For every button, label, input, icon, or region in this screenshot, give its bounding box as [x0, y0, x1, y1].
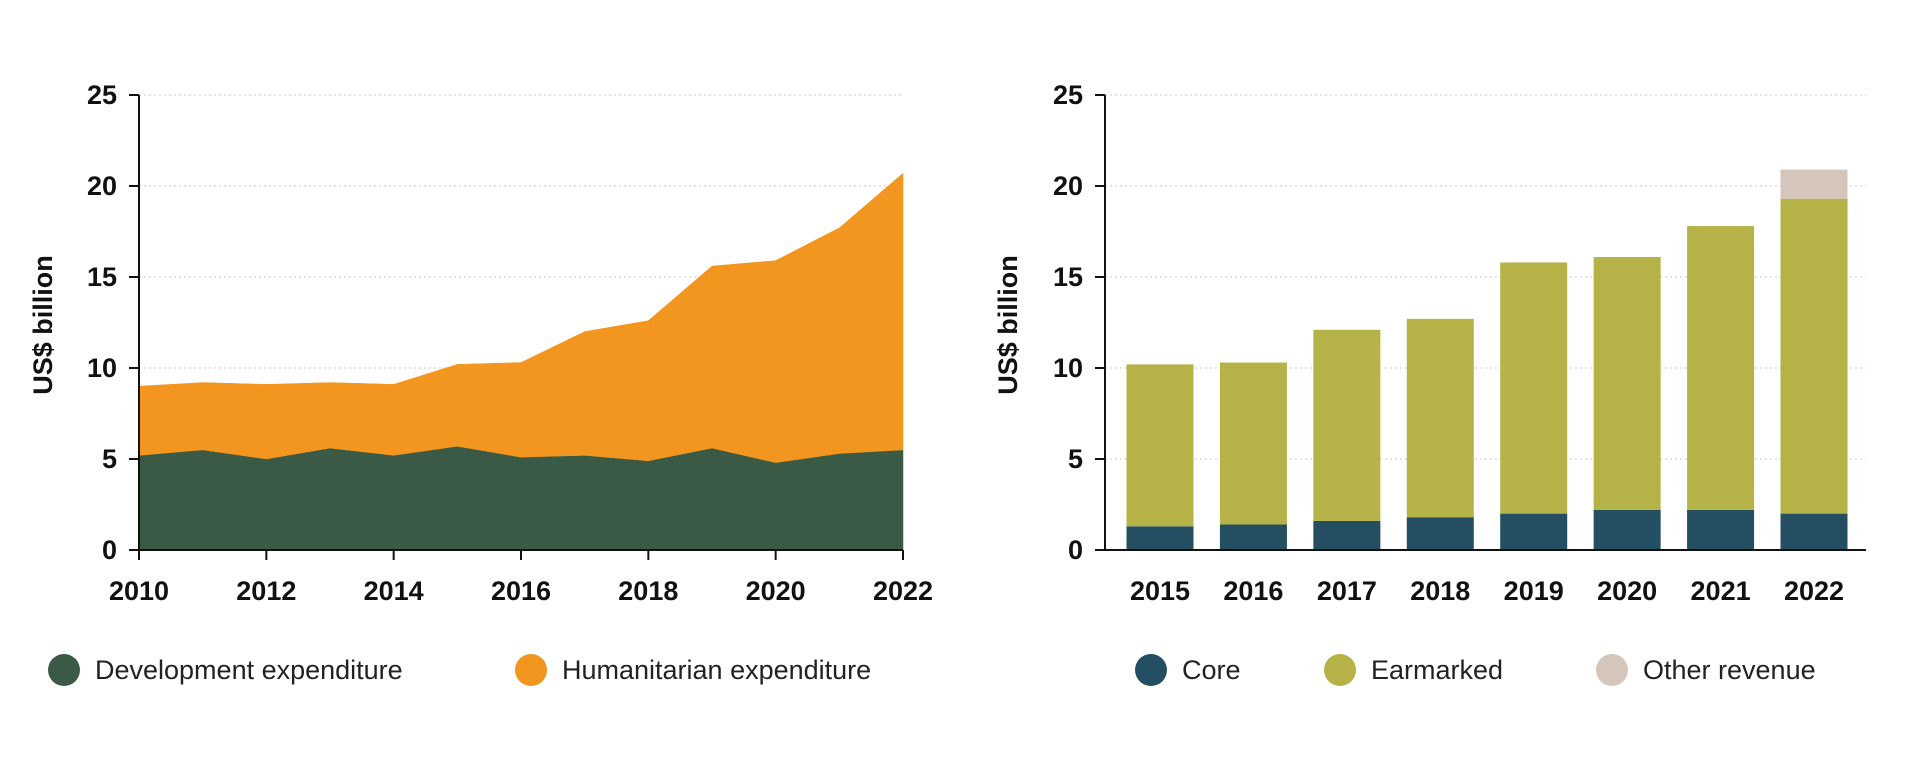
area-development-expenditure	[138, 446, 904, 551]
legend-swatch	[1135, 654, 1167, 686]
y-tick-labels: 0 5 10 15 20 25	[1053, 80, 1105, 565]
area-series	[138, 172, 904, 551]
bar-core-2017	[1313, 520, 1381, 550]
legend-label: Humanitarian expenditure	[562, 655, 871, 685]
legend-swatch	[515, 654, 547, 686]
bar-earmarked-2019	[1500, 262, 1568, 514]
y-tick-label: 5	[102, 444, 117, 474]
y-tick-label: 10	[87, 353, 117, 383]
y-tick-label: 20	[1053, 171, 1083, 201]
bar-earmarked-2015	[1126, 364, 1194, 527]
legend: Development expenditure Humanitarian expe…	[48, 654, 871, 686]
x-tick-label: 2018	[618, 576, 678, 606]
x-tick-labels: 2010 2012 2014 2016 2018 2020 2022	[109, 550, 933, 606]
bar-earmarked-2020	[1593, 256, 1661, 510]
legend-label: Development expenditure	[95, 655, 403, 685]
x-tick-label: 2021	[1691, 576, 1751, 606]
y-axis-title: US$ billion	[28, 255, 58, 395]
legend-label: Other revenue	[1643, 655, 1816, 685]
bar-core-2022	[1780, 513, 1848, 550]
bar-core-2016	[1219, 524, 1287, 550]
bar-core-2020	[1593, 509, 1661, 550]
y-tick-label: 5	[1068, 444, 1083, 474]
x-tick-label: 2016	[1223, 576, 1283, 606]
area-humanitarian-expenditure	[138, 172, 904, 463]
y-tick-label: 15	[87, 262, 117, 292]
bar-other-revenue-2022	[1780, 169, 1848, 199]
x-tick-label: 2016	[491, 576, 551, 606]
x-tick-label: 2012	[236, 576, 296, 606]
legend-swatch	[48, 654, 80, 686]
x-tick-label: 2022	[1784, 576, 1844, 606]
x-tick-label: 2017	[1317, 576, 1377, 606]
x-tick-label: 2019	[1504, 576, 1564, 606]
y-axis-title: US$ billion	[993, 255, 1023, 395]
bar-core-2019	[1500, 513, 1568, 550]
x-tick-label: 2010	[109, 576, 169, 606]
x-tick-label: 2014	[364, 576, 424, 606]
x-tick-label: 2020	[746, 576, 806, 606]
x-tick-label: 2022	[873, 576, 933, 606]
bar-earmarked-2017	[1313, 329, 1381, 521]
axes	[1104, 95, 1866, 551]
x-tick-label: 2018	[1410, 576, 1470, 606]
bar-earmarked-2021	[1687, 226, 1755, 510]
y-tick-label: 20	[87, 171, 117, 201]
y-tick-label: 25	[1053, 80, 1083, 110]
y-tick-label: 25	[87, 80, 117, 110]
bar-series	[1126, 169, 1848, 550]
legend-swatch	[1596, 654, 1628, 686]
x-tick-label: 2015	[1130, 576, 1190, 606]
legend: Core Earmarked Other revenue	[1135, 654, 1816, 686]
y-tick-label: 10	[1053, 353, 1083, 383]
legend-label: Earmarked	[1371, 655, 1503, 685]
x-tick-labels: 2015 2016 2017 2018 2019 2020 2021 2022	[1130, 576, 1844, 606]
bar-core-2015	[1126, 526, 1194, 550]
bar-earmarked-2022	[1780, 198, 1848, 514]
y-tick-label: 0	[1068, 535, 1083, 565]
legend-swatch	[1324, 654, 1356, 686]
y-tick-label: 0	[102, 535, 117, 565]
y-tick-labels: 0 5 10 15 20 25	[87, 80, 139, 565]
y-tick-label: 15	[1053, 262, 1083, 292]
bar-earmarked-2018	[1406, 318, 1474, 518]
bar-core-2021	[1687, 509, 1755, 550]
legend-label: Core	[1182, 655, 1241, 685]
bar-earmarked-2016	[1219, 362, 1287, 525]
x-tick-label: 2020	[1597, 576, 1657, 606]
bar-core-2018	[1406, 517, 1474, 550]
